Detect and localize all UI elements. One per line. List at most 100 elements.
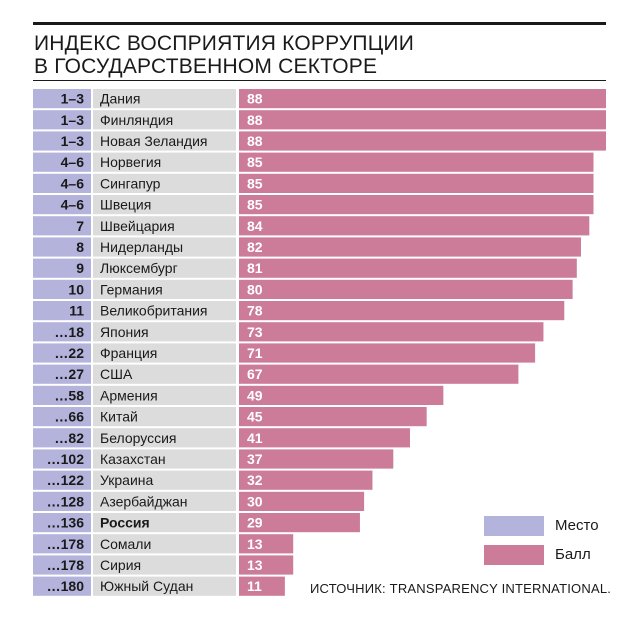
score-bar xyxy=(239,110,606,130)
rank-label: 7 xyxy=(76,218,84,234)
rank-label: …102 xyxy=(47,451,85,467)
rank-cell xyxy=(33,301,91,321)
country-cell xyxy=(93,513,236,533)
country-label: Великобритания xyxy=(100,303,208,319)
country-label: Россия xyxy=(100,515,150,531)
country-cell xyxy=(93,534,236,554)
rank-label: …136 xyxy=(47,515,85,531)
score-label: 13 xyxy=(247,557,263,573)
score-bar xyxy=(239,555,294,575)
score-bar xyxy=(239,513,360,533)
score-label: 82 xyxy=(247,239,263,255)
score-bar xyxy=(239,385,444,405)
country-label: Дания xyxy=(100,91,140,107)
country-label: Белоруссия xyxy=(100,430,177,446)
score-bar xyxy=(239,576,285,596)
score-bar xyxy=(239,89,606,109)
score-label: 73 xyxy=(247,324,263,340)
score-bar xyxy=(239,216,590,236)
rank-label: …27 xyxy=(54,366,84,382)
rank-cell xyxy=(33,279,91,299)
chart-title: ИНДЕКС ВОСПРИЯТИЯ КОРРУПЦИИ В ГОСУДАРСТВ… xyxy=(34,32,594,78)
score-bar xyxy=(239,152,594,172)
score-label: 85 xyxy=(247,197,263,213)
rank-cell xyxy=(33,534,91,554)
rank-label: 11 xyxy=(69,303,84,319)
score-label: 37 xyxy=(247,451,263,467)
country-label: Сингапур xyxy=(100,175,161,191)
country-label: Норвегия xyxy=(100,154,161,170)
rank-label: …180 xyxy=(47,578,85,594)
score-bar xyxy=(239,173,594,193)
rank-label: 9 xyxy=(76,260,84,276)
country-label: Швеция xyxy=(100,197,151,213)
score-bar xyxy=(239,237,581,257)
score-label: 29 xyxy=(247,515,263,531)
rank-label: …22 xyxy=(54,345,84,361)
country-cell xyxy=(93,364,236,384)
country-cell xyxy=(93,555,236,575)
country-label: Армения xyxy=(100,387,158,403)
score-bar xyxy=(239,534,294,554)
country-cell xyxy=(93,110,236,130)
rank-cell xyxy=(33,513,91,533)
country-cell xyxy=(93,173,236,193)
rank-cell xyxy=(33,385,91,405)
country-label: Новая Зеландия xyxy=(100,133,207,149)
legend-score-label: Балл xyxy=(555,546,591,563)
rank-label: …58 xyxy=(54,387,84,403)
score-bar xyxy=(239,301,565,321)
rank-cell xyxy=(33,428,91,448)
score-label: 67 xyxy=(247,366,263,382)
country-label: Люксембург xyxy=(100,260,178,276)
country-cell xyxy=(93,301,236,321)
rank-label: 4–6 xyxy=(61,175,85,191)
rank-cell xyxy=(33,89,91,109)
score-bar xyxy=(239,428,410,448)
country-cell xyxy=(93,449,236,469)
rank-cell xyxy=(33,237,91,257)
rank-label: …18 xyxy=(54,324,84,340)
score-bar xyxy=(239,258,577,278)
rank-label: …82 xyxy=(54,430,84,446)
legend-rank-label: Место xyxy=(555,517,599,534)
score-label: 32 xyxy=(247,472,263,488)
rank-label: …178 xyxy=(47,536,85,552)
score-bar xyxy=(239,449,394,469)
rank-cell xyxy=(33,131,91,151)
rank-label: 1–3 xyxy=(61,133,85,149)
score-label: 88 xyxy=(247,91,263,107)
source-note: ИСТОЧНИК: TRANSPARENCY INTERNATIONAL. xyxy=(310,581,612,596)
rank-label: 1–3 xyxy=(61,112,85,128)
rank-cell xyxy=(33,110,91,130)
score-label: 13 xyxy=(247,536,263,552)
legend-rank-swatch xyxy=(484,516,544,536)
country-label: Финляндия xyxy=(100,112,173,128)
rank-cell xyxy=(33,407,91,427)
rank-cell xyxy=(33,152,91,172)
score-label: 49 xyxy=(247,387,263,403)
rank-label: 1–3 xyxy=(61,91,85,107)
rank-cell xyxy=(33,555,91,575)
country-cell xyxy=(93,237,236,257)
country-label: Франция xyxy=(100,345,157,361)
rank-cell xyxy=(33,343,91,363)
score-label: 81 xyxy=(247,260,263,276)
rank-cell xyxy=(33,195,91,215)
score-label: 71 xyxy=(247,345,263,361)
rank-cell xyxy=(33,216,91,236)
score-bar xyxy=(239,195,594,215)
rank-label: …122 xyxy=(47,472,85,488)
score-label: 78 xyxy=(247,303,263,319)
score-label: 80 xyxy=(247,281,263,297)
country-cell xyxy=(93,407,236,427)
country-cell xyxy=(93,195,236,215)
score-label: 84 xyxy=(247,218,263,234)
country-label: Сомали xyxy=(100,536,151,552)
score-bar xyxy=(239,279,573,299)
country-cell xyxy=(93,258,236,278)
country-label: Нидерланды xyxy=(100,239,183,255)
score-bar xyxy=(239,407,427,427)
country-label: Казахстан xyxy=(100,451,166,467)
country-cell xyxy=(93,322,236,342)
